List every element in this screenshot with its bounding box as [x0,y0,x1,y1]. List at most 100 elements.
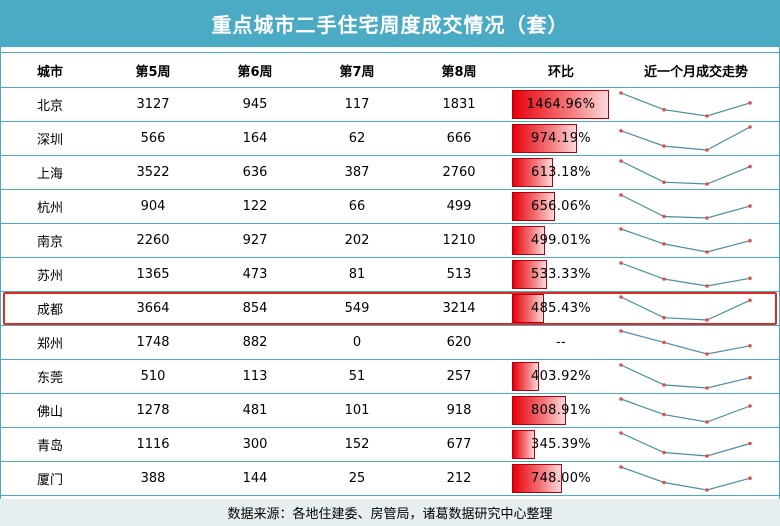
trend-point [705,250,709,254]
city-cell: 上海 [0,155,102,190]
table-row: 青岛 1116 300 152 677 345.39% [0,427,780,462]
trend-point [748,125,752,129]
source-footer: 数据来源：各地住建委、房管局，诸葛数据研究中心整理 [0,499,780,526]
ratio-label: -- [556,335,566,350]
week7-cell: 549 [306,291,408,326]
week7-cell: 101 [306,393,408,428]
trend-sparkline [619,193,752,220]
week7-cell: 387 [306,155,408,190]
week8-cell: 677 [408,427,510,462]
week6-cell: 113 [204,359,306,394]
trend-point [619,159,623,163]
trend-line [620,92,751,117]
ratio-label: 499.01% [531,233,591,248]
ratio-cell: 345.39% [510,427,612,462]
trend-sparkline [619,363,752,390]
week5-cell: 3522 [102,155,204,190]
trend-cell [612,325,780,360]
week7-cell: 66 [306,189,408,224]
table-row: 厦门 388 144 25 212 748.00% [0,461,780,496]
trend-sparkline [619,295,752,322]
ratio-bar [512,464,562,493]
trend-cell [612,189,780,224]
trend-point [662,383,666,387]
trend-cell [612,461,780,496]
week6-cell: 481 [204,393,306,428]
trend-cell [612,257,780,292]
week5-cell: 1278 [102,393,204,428]
trend-cell [612,87,780,122]
trend-point [705,216,709,220]
trend-line [620,126,751,151]
week6-cell: 164 [204,121,306,156]
city-cell: 杭州 [0,189,102,224]
trend-point [705,284,709,288]
week6-cell: 882 [204,325,306,360]
table-row: 南京 2260 927 202 1210 499.01% [0,223,780,258]
week7-cell: 51 [306,359,408,394]
table-row: 成都 3664 854 549 3214 485.43% [0,291,780,326]
week7-cell: 152 [306,427,408,462]
city-cell: 成都 [0,291,102,326]
trend-line [620,330,751,355]
trend-point [619,129,623,133]
trend-point [748,375,752,380]
trend-point [619,261,623,265]
ratio-cell: 613.18% [510,155,612,190]
city-cell: 北京 [0,87,102,122]
ratio-label: 533.33% [531,267,591,282]
trend-cell [612,223,780,258]
trend-line [620,296,751,321]
table-row: 郑州 1748 882 0 620 -- [0,325,780,360]
trend-cell [612,155,780,190]
trend-point [619,295,623,299]
trend-line [620,160,751,185]
week7-cell: 202 [306,223,408,258]
header-city: 城市 [0,52,102,88]
table-row: 东莞 510 113 51 257 403.92% [0,359,780,394]
table-body: 北京 3127 945 117 1831 1464.96% 深圳 566 164 62 666 974… [0,87,780,496]
week7-cell: 0 [306,325,408,360]
table-row: 北京 3127 945 117 1831 1464.96% [0,87,780,122]
trend-point [748,441,752,446]
trend-point [619,465,623,469]
week5-cell: 1365 [102,257,204,292]
trend-point [748,344,752,348]
trend-point [662,315,666,320]
ratio-label: 1464.96% [526,97,596,112]
trend-point [619,431,623,435]
trend-line [620,398,751,423]
week5-cell: 904 [102,189,204,224]
ratio-bar [512,430,535,459]
ratio-label: 345.39% [531,437,591,452]
trend-line [620,262,751,287]
ratio-bar [512,192,555,221]
trend-point [748,404,752,408]
city-cell: 佛山 [0,393,102,428]
table-row: 佛山 1278 481 101 918 808.91% [0,393,780,428]
trend-sparkline [619,431,752,458]
trend-line [620,194,751,219]
week8-cell: 1831 [408,87,510,122]
trend-point [705,352,709,356]
week5-cell: 1116 [102,427,204,462]
trend-point [705,386,709,390]
trend-point [662,214,666,219]
trend-point [705,182,709,186]
trend-point [619,193,623,197]
trend-line [620,228,751,253]
week8-cell: 918 [408,393,510,428]
week5-cell: 388 [102,461,204,496]
header-trend: 近一个月成交走势 [612,52,780,88]
week5-cell: 510 [102,359,204,394]
ratio-bar [512,124,577,153]
city-cell: 厦门 [0,461,102,496]
trend-point [705,114,709,118]
week8-cell: 499 [408,189,510,224]
week8-cell: 666 [408,121,510,156]
ratio-cell: 499.01% [510,223,612,258]
ratio-bar [512,260,547,289]
ratio-cell: -- [510,325,612,360]
week5-cell: 3664 [102,291,204,326]
trend-sparkline [619,329,752,356]
